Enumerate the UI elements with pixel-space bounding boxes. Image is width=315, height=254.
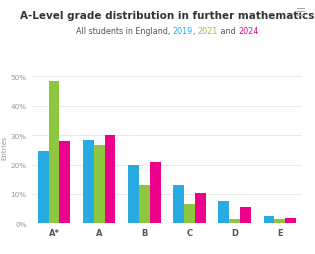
Bar (128, 165, 139, 224)
Text: A-Level grade distribution in further mathematics: A-Level grade distribution in further ma… (20, 11, 314, 21)
Bar (218, 201, 229, 224)
Bar (150, 162, 161, 224)
Bar (229, 219, 240, 224)
Bar (264, 216, 274, 224)
Bar (49, 81, 60, 224)
Bar (195, 193, 206, 224)
Bar (184, 204, 195, 224)
Bar (285, 218, 296, 224)
Text: ☰: ☰ (295, 8, 306, 18)
Text: 2024: 2024 (238, 27, 258, 36)
Bar (38, 152, 49, 224)
Bar (105, 136, 116, 224)
Bar (274, 219, 285, 224)
Bar (94, 146, 105, 224)
Text: All students in England,: All students in England, (76, 27, 172, 36)
Bar (139, 185, 150, 224)
Text: and: and (218, 27, 238, 36)
Text: 2019: 2019 (172, 27, 193, 36)
Bar (83, 140, 94, 224)
Bar (60, 141, 70, 224)
Text: 2021: 2021 (198, 27, 218, 36)
Bar (240, 208, 251, 224)
Y-axis label: Entries: Entries (2, 135, 8, 160)
Text: ,: , (193, 27, 198, 36)
Bar (173, 185, 184, 224)
